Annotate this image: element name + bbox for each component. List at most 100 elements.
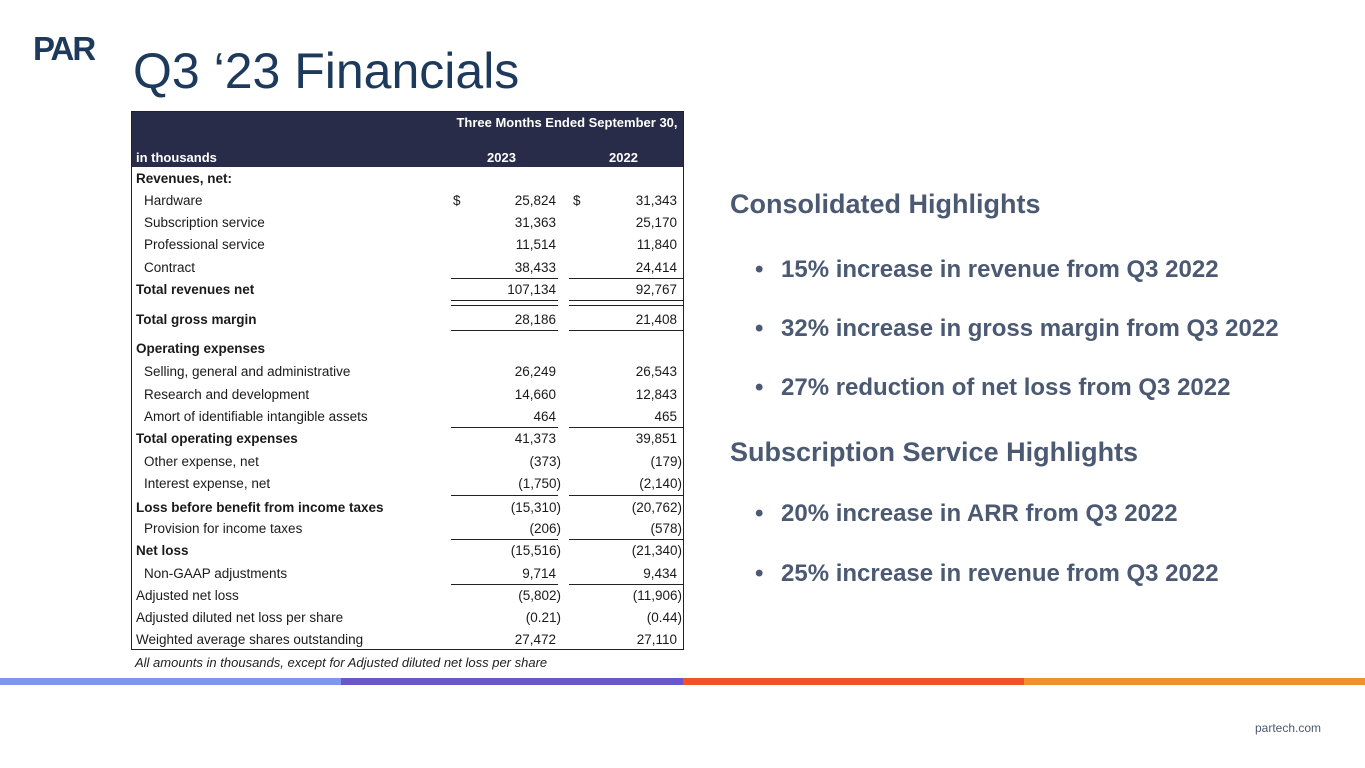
value-2023: 28,186: [514, 312, 556, 327]
row-label: Interest expense, net: [144, 476, 271, 491]
table-row: Weighted average shares outstanding 27,4…: [132, 630, 683, 649]
value-2023: (15,516): [510, 543, 561, 558]
value-2023: 107,134: [507, 282, 556, 297]
currency-symbol: $: [573, 193, 581, 208]
table-row: Total operating expenses 41,373 39,851: [132, 429, 683, 449]
table-row: Amort of identifiable intangible assets …: [132, 407, 683, 427]
value-2023: (1,750): [518, 476, 561, 491]
value-2023: (5,802): [518, 588, 561, 603]
value-2022: 31,343: [635, 193, 677, 208]
row-label: Loss before benefit from income taxes: [136, 500, 384, 515]
units-header: in thousands: [136, 150, 217, 165]
table-row: Net loss (15,516) (21,340): [132, 541, 683, 561]
row-label: Operating expenses: [136, 341, 266, 356]
table-footnote: All amounts in thousands, except for Adj…: [135, 655, 548, 670]
value-2022: 11,840: [636, 237, 677, 252]
table-row: Other expense, net (373) (179): [132, 452, 683, 472]
row-label: Total gross margin: [136, 312, 257, 327]
table-row: Subscription service 31,363 25,170: [132, 213, 683, 233]
row-label: Adjusted diluted net loss per share: [136, 610, 344, 625]
table-row: Non-GAAP adjustments 9,714 9,434: [132, 564, 683, 584]
row-label: Other expense, net: [144, 454, 259, 469]
color-segment: [1023, 678, 1365, 685]
value-2022: 39,851: [635, 431, 677, 446]
bullet-icon: •: [755, 374, 764, 401]
par-logo: PAR: [33, 32, 95, 62]
value-2022: (11,906): [632, 588, 682, 603]
consolidated-heading: Consolidated Highlights: [730, 189, 1041, 219]
table-row: Operating expenses: [132, 339, 683, 359]
row-label: Contract: [144, 260, 196, 275]
row-label: Adjusted net loss: [136, 588, 239, 603]
value-2023: (206): [529, 521, 561, 536]
col-2023-header: 2023: [487, 150, 516, 165]
value-2022: 9,434: [643, 566, 677, 581]
underline: [451, 278, 558, 279]
row-label: Hardware: [144, 193, 203, 208]
value-2023: (373): [529, 454, 561, 469]
row-label: Selling, general and administrative: [144, 364, 351, 379]
underline: [569, 427, 683, 428]
value-2022: 21,408: [635, 312, 677, 327]
table-row: Adjusted diluted net loss per share (0.2…: [132, 608, 683, 628]
row-label: Total revenues net: [136, 282, 255, 297]
slide-title: Q3 ‘23 Financials: [133, 43, 520, 99]
underline: [451, 305, 558, 306]
underline: [451, 495, 558, 496]
value-2022: (0.44): [646, 610, 682, 625]
row-label: Subscription service: [144, 215, 265, 230]
highlight-bullet: • 32% increase in gross margin from Q3 20…: [755, 315, 1279, 342]
value-2022: (21,340): [631, 543, 682, 558]
bullet-icon: •: [755, 560, 764, 587]
underline: [451, 427, 558, 428]
color-segment: [0, 678, 342, 685]
subscription-heading: Subscription Service Highlights: [730, 437, 1139, 467]
row-label: Research and development: [144, 387, 310, 402]
row-label: Provision for income taxes: [144, 521, 303, 536]
value-2022: 92,767: [635, 282, 677, 297]
table-row: Revenues, net:: [132, 169, 683, 189]
value-2022: 465: [654, 409, 677, 424]
color-segment: [682, 678, 1024, 685]
highlight-bullet: • 20% increase in ARR from Q3 2022: [755, 500, 1178, 527]
row-label: Total operating expenses: [136, 431, 298, 446]
period-header: Three Months Ended September 30,: [456, 115, 678, 130]
value-2022: 12,843: [635, 387, 677, 402]
table-row: Total revenues net 107,134 92,767: [132, 280, 683, 300]
financials-table: Three Months Ended September 30, in thou…: [131, 111, 684, 650]
table-row: Selling, general and administrative 26,2…: [132, 362, 683, 382]
table-row: Contract 38,433 24,414: [132, 258, 683, 278]
value-2023: 9,714: [522, 566, 556, 581]
underline: [569, 495, 683, 496]
underline: [569, 278, 683, 279]
row-label: Revenues, net:: [136, 171, 233, 186]
value-2022: (578): [650, 521, 682, 536]
underline: [451, 584, 558, 585]
value-2023: 26,249: [514, 364, 556, 379]
row-label: Weighted average shares outstanding: [136, 632, 364, 647]
brand-color-bar: [0, 678, 1365, 685]
website-url: partech.com: [1254, 721, 1321, 735]
value-2023: (15,310): [510, 500, 561, 515]
underline: [569, 539, 683, 540]
underline: [569, 584, 683, 585]
table-row: Professional service 11,514 11,840: [132, 235, 683, 255]
underline: [569, 300, 683, 301]
value-2023: (0.21): [525, 610, 561, 625]
value-2022: (2,140): [639, 476, 682, 491]
value-2022: 27,110: [636, 632, 677, 647]
value-2022: 26,543: [635, 364, 677, 379]
row-label: Amort of identifiable intangible assets: [144, 409, 368, 424]
table-row: Adjusted net loss (5,802) (11,906): [132, 586, 683, 606]
currency-symbol: $: [453, 193, 461, 208]
underline: [569, 305, 683, 306]
bullet-icon: •: [755, 500, 764, 527]
table-row: Interest expense, net (1,750) (2,140): [132, 474, 683, 494]
row-label: Professional service: [144, 237, 265, 252]
bullet-icon: •: [755, 256, 764, 283]
row-label: Non-GAAP adjustments: [144, 566, 288, 581]
table-row: Provision for income taxes (206) (578): [132, 519, 683, 539]
underline: [451, 330, 558, 331]
value-2023: 14,660: [514, 387, 556, 402]
value-2022: (179): [650, 454, 682, 469]
